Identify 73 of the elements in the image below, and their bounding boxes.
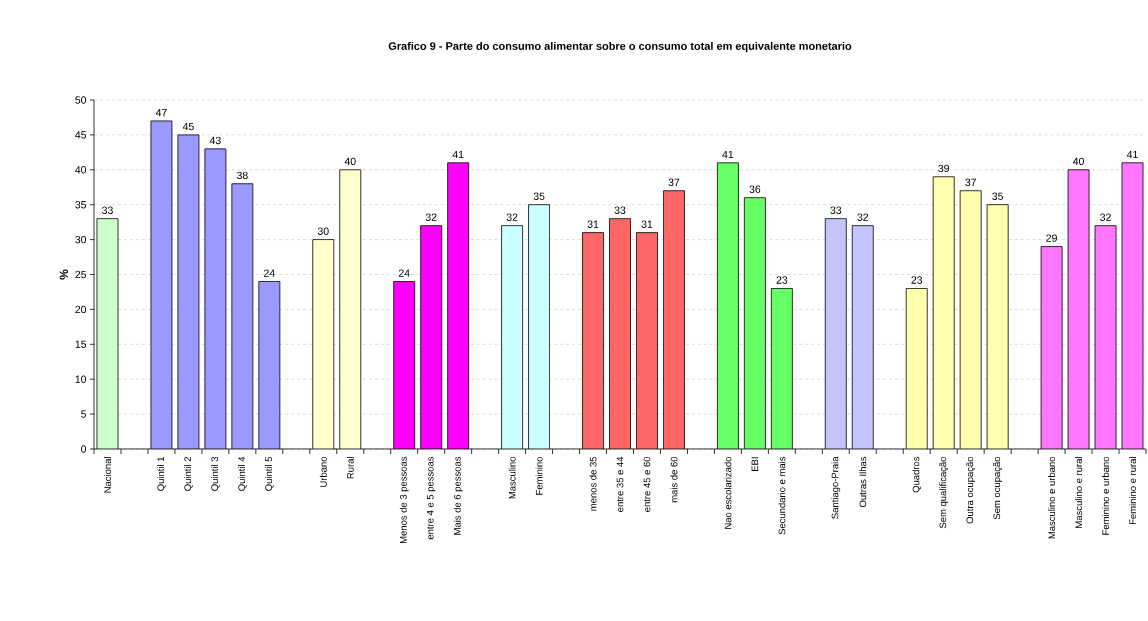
x-tick-label: Feminino e rural	[1129, 457, 1136, 525]
data-label: 43	[209, 136, 221, 145]
y-tick-label: 30	[75, 235, 87, 244]
y-tick-label: 35	[75, 200, 87, 209]
data-label: 24	[264, 269, 275, 277]
x-tick-label: entre 45 e 60	[643, 456, 651, 512]
data-label: 41	[452, 150, 464, 159]
x-tick-label: Masculino e urbano	[1048, 456, 1056, 539]
chart-title: Grafico 9 - Parte do consumo alimentar sobre o consumo total em equivalente monetario	[388, 41, 852, 53]
data-label: 31	[587, 220, 599, 228]
x-tick-label: Urbano	[319, 456, 327, 487]
x-tick-label: Nacional	[104, 457, 111, 493]
data-label: 35	[533, 192, 545, 200]
y-tick-label: 0	[81, 445, 87, 453]
y-tick-label: 25	[75, 270, 87, 279]
x-tick-label: Quintil 4	[238, 456, 247, 491]
data-label: 36	[749, 185, 761, 193]
x-tick-label: entre 35 e 44	[616, 456, 624, 512]
x-tick-label: Outra ocupação	[966, 456, 976, 524]
x-tick-label: EBI	[751, 457, 759, 471]
x-tick-label: Masculino	[508, 456, 516, 499]
x-tick-label: Mais de 6 pessoas	[453, 456, 463, 535]
x-tick-label: menos de 35	[589, 456, 597, 511]
x-tick-label: Quintil 1	[157, 456, 166, 491]
data-label: 40	[1072, 157, 1084, 166]
data-label: 45	[182, 122, 194, 131]
data-label: 40	[344, 157, 356, 166]
x-tick-label: Masculino e rural	[1075, 457, 1083, 528]
data-label: 30	[317, 227, 329, 235]
data-label: 32	[857, 213, 869, 221]
data-label: 35	[992, 192, 1004, 200]
x-tick-label: Sem ocupação	[993, 456, 1003, 520]
x-tick-label: entre 4 e 5 pessoas	[426, 456, 436, 540]
x-tick-label: Rural	[346, 457, 354, 479]
x-tick-label: Feminino e urbano	[1102, 456, 1110, 535]
y-tick-label: 50	[75, 96, 87, 104]
y-axis-title: %	[59, 269, 69, 280]
data-label: 23	[911, 276, 923, 284]
y-tick-label: 10	[75, 375, 87, 383]
x-tick-label: Sem qualificação	[939, 456, 949, 529]
data-label: 33	[614, 206, 626, 214]
x-tick-label: Quintil 5	[265, 456, 274, 491]
x-tick-label: Nao escolarizado	[724, 456, 732, 529]
data-label: 31	[641, 220, 653, 228]
data-label: 29	[1046, 234, 1057, 242]
data-label: 23	[776, 276, 788, 284]
y-tick-label: 20	[75, 305, 87, 314]
x-tick-label: Menos de 3 pessoas	[399, 456, 409, 544]
data-label: 32	[425, 213, 437, 221]
data-label: 24	[398, 269, 410, 277]
x-tick-label: mais de 60	[670, 456, 678, 503]
x-tick-label: Feminino	[535, 456, 543, 495]
x-tick-label: Santiago-Praia	[831, 456, 841, 519]
x-tick-label: Quintil 3	[211, 456, 220, 491]
data-label: 38	[236, 171, 248, 180]
data-label: 32	[1100, 213, 1111, 221]
data-label: 37	[668, 178, 680, 187]
y-tick-label: 15	[75, 340, 87, 348]
data-label: 47	[155, 109, 167, 117]
x-tick-label: Outras Ilhas	[859, 456, 867, 508]
data-label: 37	[965, 178, 976, 187]
y-tick-label: 40	[75, 166, 87, 174]
x-tick-label: Quintil 2	[184, 456, 193, 491]
data-label: 39	[938, 164, 950, 173]
data-label: 41	[722, 150, 734, 159]
x-tick-label: Quadros	[912, 456, 922, 493]
data-label: 33	[102, 206, 113, 214]
y-tick-label: 5	[81, 410, 87, 418]
data-label: 41	[1126, 150, 1138, 159]
data-label: 32	[506, 213, 518, 221]
x-tick-label: Secundario e mais	[778, 456, 786, 535]
y-tick-label: 45	[75, 131, 87, 139]
data-label: 33	[830, 206, 842, 214]
